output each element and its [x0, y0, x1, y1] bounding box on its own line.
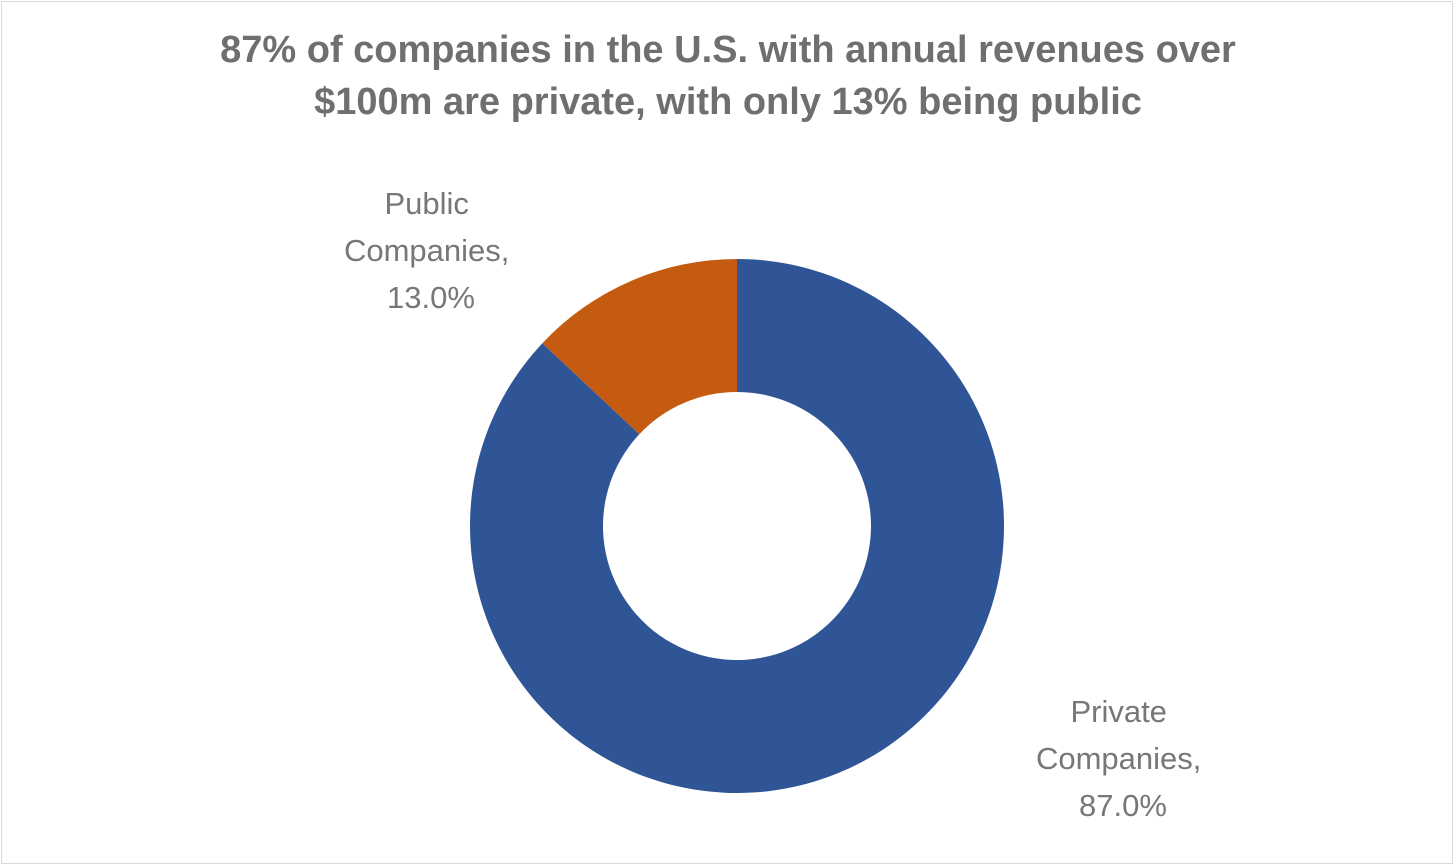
private-label-line-2: Companies,	[1036, 741, 1201, 776]
private-slice-label: Private Companies, 87.0%	[1036, 694, 1210, 823]
doughnut-slices	[469, 259, 1004, 793]
chart-title: 87% of companies in the U.S. with annual…	[0, 24, 1456, 128]
chart-title-line-1: 87% of companies in the U.S. with annual…	[220, 29, 1236, 71]
private-label-line-3: 87.0%	[1079, 788, 1167, 823]
public-label-line-1: Public	[384, 186, 468, 221]
private-label-line-1: Private	[1070, 694, 1166, 729]
public-label-line-2: Companies,	[344, 233, 509, 268]
public-slice-label: Public Companies, 13.0%	[344, 186, 518, 315]
public-label-line-3: 13.0%	[387, 280, 475, 315]
chart-title-line-2: $100m are private, with only 13% being p…	[314, 81, 1142, 123]
slice-private-companies	[469, 259, 1004, 793]
slice-public-companies	[542, 259, 737, 435]
